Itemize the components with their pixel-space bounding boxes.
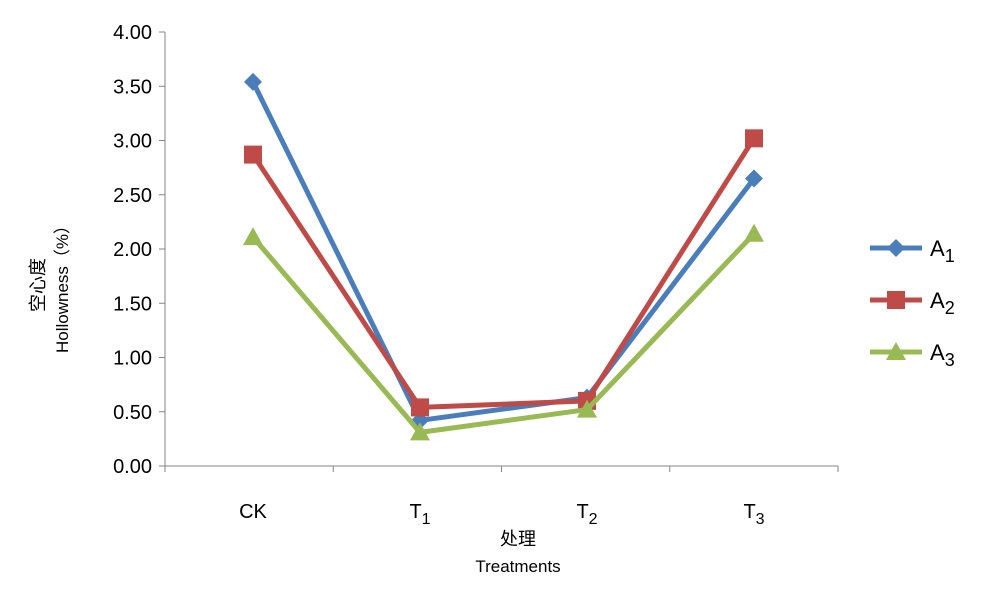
data-point-A3 (744, 223, 764, 242)
data-point-A3 (243, 227, 263, 246)
legend-label-A2: A2 (930, 288, 955, 318)
data-point-A1 (244, 72, 262, 91)
y-axis-label-en: Hollowness（%） (53, 217, 72, 353)
x-tick-label: T1 (409, 501, 430, 528)
y-tick-label: 2.00 (113, 239, 152, 261)
y-tick-label: 2.50 (113, 185, 152, 207)
x-axis-label-en: Treatments (475, 557, 560, 576)
series-line-A1 (250, 80, 756, 423)
x-axis-label-cn: 处理 (500, 529, 536, 549)
legend-marker-A2 (887, 291, 905, 309)
y-tick-label: 1.50 (113, 293, 152, 315)
x-tick-label: T3 (743, 501, 764, 528)
data-point-A3 (410, 422, 430, 441)
data-point-A2 (244, 145, 262, 164)
series-line-A2 (250, 136, 757, 410)
data-point-A2 (745, 129, 763, 148)
series-A3 (251, 232, 756, 435)
series-A2 (250, 136, 757, 410)
data-point-A3 (577, 399, 597, 418)
legend-marker-A1 (887, 239, 905, 257)
y-tick-label: 3.00 (113, 131, 152, 153)
y-tick-label: 0.00 (113, 456, 152, 478)
series-A1 (250, 80, 756, 423)
y-tick-label: 3.50 (113, 76, 152, 98)
y-tick-label: 0.50 (113, 402, 152, 424)
legend-label-A1: A1 (930, 236, 955, 266)
y-tick-label: 1.00 (113, 348, 152, 370)
x-tick-label: T2 (576, 501, 597, 528)
y-tick-label: 4.00 (113, 22, 152, 44)
data-point-A1 (745, 169, 763, 188)
legend-label-A3: A3 (930, 340, 955, 370)
y-axis-label-cn: 空心度 (28, 258, 48, 312)
series-line-A3 (251, 232, 756, 435)
data-point-A2 (411, 398, 429, 417)
legend-marker-A3 (886, 342, 906, 360)
x-tick-label: CK (239, 501, 267, 523)
